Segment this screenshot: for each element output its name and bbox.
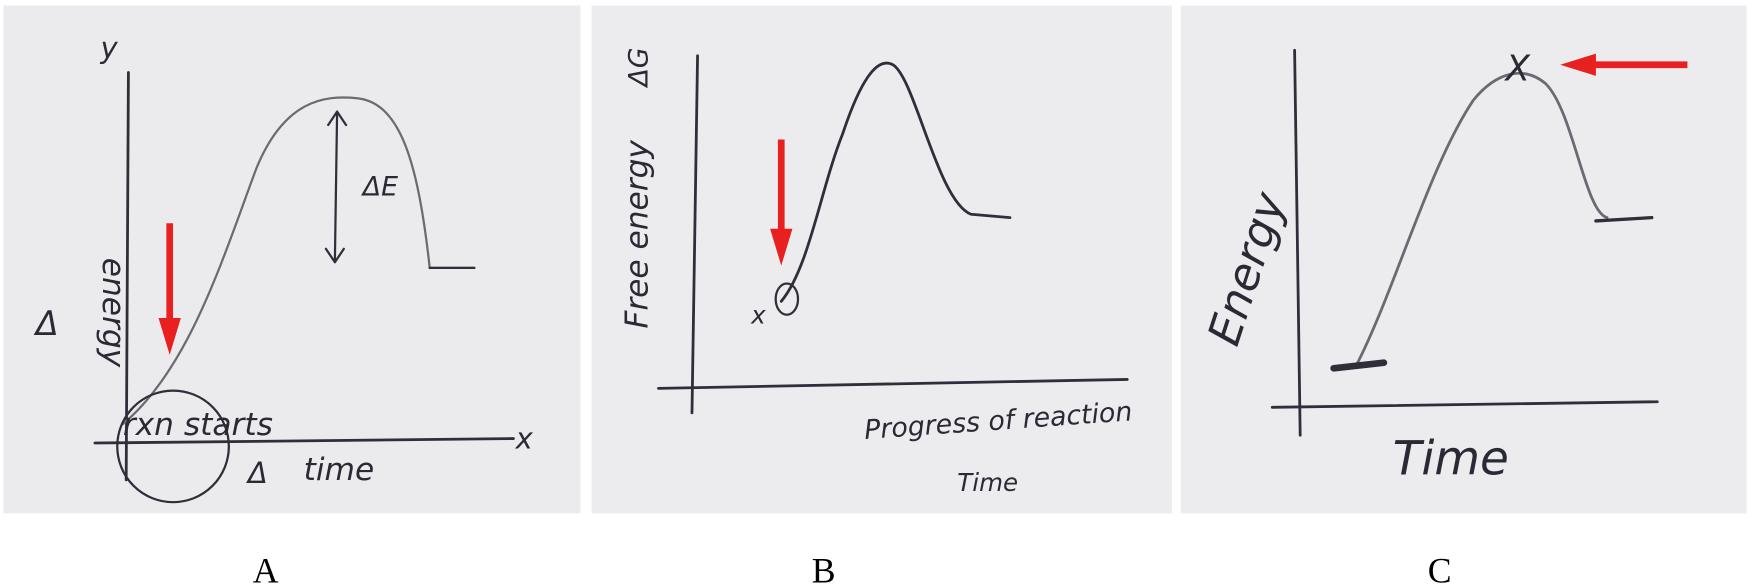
red-arrowhead xyxy=(158,318,181,355)
x-label-2: Time xyxy=(957,468,1018,497)
energy-curve xyxy=(779,61,1012,303)
reactant-level xyxy=(1330,359,1388,372)
start-note: rxn starts xyxy=(123,407,273,443)
paper xyxy=(1180,5,1747,514)
panel-a: y Δ energy rxn starts ΔE Δ time x xyxy=(3,5,581,514)
panel-label: C xyxy=(1428,551,1452,587)
x-label: Time xyxy=(1393,431,1509,486)
panel-c: X Energy Time xyxy=(1180,5,1747,514)
y-label: energy xyxy=(95,258,131,368)
energy-curve xyxy=(121,96,476,426)
red-arrowhead xyxy=(1560,53,1596,76)
y-axis xyxy=(690,54,699,415)
panel-label: B xyxy=(812,551,836,587)
panel-label: A xyxy=(253,551,279,587)
product-level xyxy=(1594,215,1654,223)
delta: Δ xyxy=(33,304,59,343)
start-loop xyxy=(774,282,800,316)
panel-b: ΔG Free energy x Progress of reaction Ti… xyxy=(591,5,1172,514)
x-axis-label: x xyxy=(515,422,534,456)
x-label: time xyxy=(304,452,375,488)
y-axis xyxy=(124,71,130,482)
y-label-symbol: ΔG xyxy=(623,47,654,88)
y-axis xyxy=(1293,48,1302,437)
x-axis xyxy=(93,437,515,445)
x-axis xyxy=(657,378,1129,390)
start-circle xyxy=(116,389,230,504)
gap-note: ΔE xyxy=(361,171,398,202)
y-label: Free energy xyxy=(619,140,655,329)
x-axis xyxy=(1270,400,1659,409)
paper xyxy=(3,5,581,514)
delta: Δ xyxy=(246,456,268,490)
paper xyxy=(591,5,1172,514)
start-mark: x xyxy=(750,301,766,330)
red-arrowhead xyxy=(770,228,793,266)
y-axis-label: y xyxy=(100,31,119,65)
peak-mark: X xyxy=(1504,48,1532,89)
delta-arrow xyxy=(324,110,348,264)
energy-curve xyxy=(1354,71,1609,368)
